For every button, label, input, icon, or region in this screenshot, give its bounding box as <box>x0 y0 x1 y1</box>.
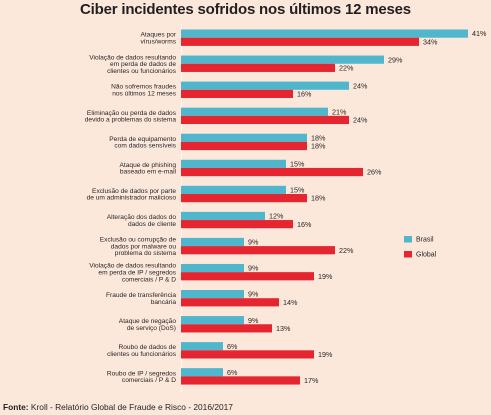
bars-layer: 41%34%29%22%24%16%21%24%18%18%15%26%15%1… <box>181 29 487 385</box>
category-label-11: Ataque de negação de serviço (DoS) <box>119 318 177 332</box>
bar-global-6 <box>181 194 307 203</box>
value-label-brasil-6: 15% <box>290 186 305 195</box>
bar-global-4 <box>181 141 307 151</box>
value-label-brasil-2: 24% <box>353 81 368 90</box>
bar-brasil-10 <box>181 290 244 299</box>
value-label-brasil-5: 15% <box>290 159 305 168</box>
value-label-global-6: 18% <box>311 194 326 203</box>
chart-title: Ciber incidentes sofridos nos últimos 12… <box>80 1 411 18</box>
value-label-brasil-7: 12% <box>269 212 284 221</box>
category-label-0: Ataques por vírus/worms <box>140 32 176 46</box>
bar-brasil-6 <box>181 185 286 194</box>
bar-global-13 <box>181 376 300 385</box>
value-label-global-4: 18% <box>311 142 326 151</box>
bar-brasil-9 <box>181 263 244 273</box>
value-label-brasil-12: 6% <box>227 342 238 351</box>
category-label-8: Exclusão ou corrupção de dados por malwar… <box>100 237 177 258</box>
bar-global-8 <box>181 246 335 255</box>
source-note: Fonte: Kroll - Relatório Global de Fraud… <box>3 402 233 413</box>
category-label-6: Exclusão de dados por parte de um adminis… <box>87 188 177 202</box>
bar-global-0 <box>181 37 419 46</box>
bar-global-2 <box>181 89 293 98</box>
category-label-5: Ataque de phishing baseado em e-mail <box>120 162 177 176</box>
value-label-brasil-0: 41% <box>472 29 487 38</box>
value-label-brasil-1: 29% <box>388 55 403 64</box>
value-label-global-0: 34% <box>423 37 438 46</box>
value-label-brasil-10: 9% <box>248 290 259 299</box>
category-label-3: Eliminação ou perda de dados devido a pro… <box>85 110 177 124</box>
category-label-13: Roubo de IP / segredos comerciais / P & D <box>107 370 177 384</box>
category-label-2: Não sofremos fraudes nos últimos 12 meses <box>111 84 177 98</box>
legend-label-global: Global <box>416 252 437 259</box>
bar-brasil-4 <box>181 133 307 142</box>
value-label-brasil-3: 21% <box>332 107 347 116</box>
value-label-global-9: 19% <box>318 272 333 281</box>
bar-brasil-1 <box>181 55 384 64</box>
source-text: Kroll - Relatório Global de Fraude e Ris… <box>30 402 233 412</box>
category-label-10: Fraude de transferência bancária <box>106 292 176 306</box>
value-label-global-10: 14% <box>283 298 298 307</box>
value-label-global-13: 17% <box>304 376 319 385</box>
value-label-brasil-13: 6% <box>227 368 238 377</box>
value-label-global-12: 19% <box>318 350 333 359</box>
bar-global-11 <box>181 324 272 333</box>
value-label-global-7: 16% <box>297 220 312 229</box>
value-label-global-3: 24% <box>353 116 368 125</box>
bar-global-10 <box>181 298 279 307</box>
value-label-global-11: 13% <box>276 324 291 333</box>
bar-brasil-11 <box>181 316 244 325</box>
category-label-1: Violação de dados resultando em perda de … <box>89 54 176 75</box>
bar-brasil-2 <box>181 81 349 90</box>
value-label-brasil-9: 9% <box>248 264 259 273</box>
bar-global-5 <box>181 167 363 177</box>
bar-brasil-13 <box>181 368 223 377</box>
value-label-brasil-11: 9% <box>248 316 259 325</box>
legend-label-brasil: Brasil <box>416 237 434 244</box>
source-label: Fonte: <box>3 402 29 412</box>
bar-global-7 <box>181 220 293 229</box>
bar-brasil-0 <box>181 29 468 38</box>
value-label-brasil-8: 9% <box>248 238 259 247</box>
bar-global-3 <box>181 115 349 125</box>
legend-swatch-global <box>404 251 412 258</box>
bar-brasil-7 <box>181 211 265 221</box>
legend: Brasil Global <box>404 236 437 259</box>
value-label-global-8: 22% <box>339 246 354 255</box>
bar-brasil-8 <box>181 237 244 247</box>
bar-global-1 <box>181 63 335 72</box>
category-labels: Ataques por vírus/worms Violação de dados … <box>85 32 177 384</box>
bar-global-9 <box>181 272 314 281</box>
bar-global-12 <box>181 350 314 359</box>
category-label-7: Alteração dos dados do dados de cliente <box>107 214 177 228</box>
category-label-9: Violação de dados resultando em perda de … <box>89 263 176 284</box>
category-label-12: Roubo de dados de clientes ou funcionário… <box>107 344 177 358</box>
value-label-global-2: 16% <box>297 90 312 99</box>
value-label-global-1: 22% <box>339 63 354 72</box>
category-label-4: Perda de equipamento com dados sensíveis <box>109 136 176 150</box>
bar-brasil-3 <box>181 107 328 116</box>
bar-brasil-5 <box>181 159 286 168</box>
value-label-brasil-4: 18% <box>311 133 326 142</box>
value-label-global-5: 26% <box>367 168 382 177</box>
legend-swatch-brasil <box>404 236 412 243</box>
bar-brasil-12 <box>181 342 223 351</box>
